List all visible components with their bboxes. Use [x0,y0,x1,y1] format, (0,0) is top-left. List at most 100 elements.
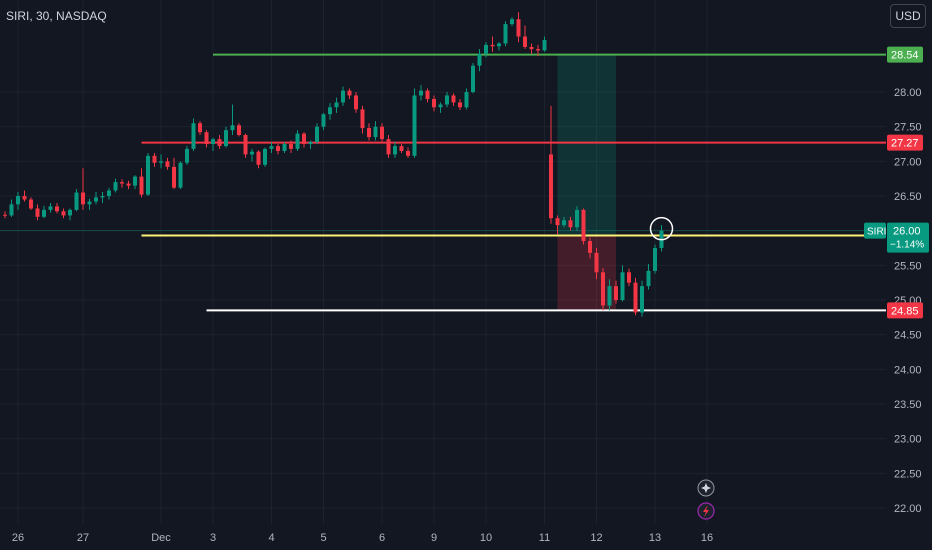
candle-body [607,286,612,306]
candle-body [640,286,644,313]
time-axis[interactable]: 26 27 Dec 3 4 5 6 9 10 11 12 13 16 [12,532,713,544]
symbol-title: SIRI, 30, NASDAQ [6,9,107,23]
price-tick-label: 27.00 [894,156,922,168]
candle-body [269,146,274,149]
candle-body [302,133,306,145]
last-price-text: 26.00 [893,226,921,238]
candle-body [627,272,631,283]
candle-body [87,201,92,205]
candle-body [185,148,189,163]
candle-body [204,132,209,145]
profit-zone[interactable] [557,54,617,236]
horizontal-lines[interactable] [0,53,886,312]
candle-body [484,44,488,54]
candle-body [523,36,527,47]
candle-body [399,146,404,151]
candle-body [477,53,482,66]
last-price-badge: 26.00 −1.14% [887,222,929,253]
candle-body [393,146,397,155]
candle-body [133,176,137,186]
candle-body [100,196,105,198]
candle-body [555,218,560,226]
price-tick-label: 23.50 [894,399,922,411]
candle-body [198,123,202,133]
price-label-badge: 28.54 [887,46,923,63]
candle-body [139,176,144,195]
price-tick-label: 23.00 [894,434,922,446]
time-tick-label: 6 [379,532,385,544]
candle-body [94,197,98,202]
candle-body [549,154,553,219]
candle-body [510,19,514,25]
plus-circle-icon[interactable] [697,479,715,497]
price-label-text: 24.85 [891,305,919,317]
price-tick-label: 22.50 [894,468,922,480]
candle-body [653,248,657,271]
candle-body [445,95,449,105]
candle-body [165,161,170,167]
candle-body [503,24,508,44]
candle-body [367,128,371,138]
candle-body [146,155,150,195]
candle-body [360,109,365,129]
candle-body [432,98,436,108]
candle-body [107,190,111,197]
candle-body [256,151,261,165]
position-tool[interactable] [557,54,617,311]
markers[interactable] [649,216,715,520]
candle-body [601,272,605,306]
candle-body [406,150,410,156]
candle-body [308,141,313,145]
candles[interactable] [3,12,664,317]
candle-body [3,214,7,216]
candle-body [16,196,20,205]
candle-body [243,135,248,155]
time-tick-label: 26 [12,532,24,544]
price-tick-label: 26.50 [894,191,922,203]
candle-body [250,151,254,155]
candle-body [120,182,124,184]
candle-body [237,125,241,136]
candle-body [113,182,118,191]
candle-body [74,192,79,210]
candle-body [276,146,280,151]
price-tick-label: 22.00 [894,503,922,515]
candle-body [263,148,267,165]
symbol-badge-text: SIRI [867,227,886,238]
candle-body [594,252,599,273]
candle-body [230,125,235,131]
candle-body [412,95,417,156]
candle-body [568,220,573,228]
candle-body [81,192,85,205]
time-tick-label: 12 [590,532,602,544]
time-tick-label: 5 [320,532,326,544]
price-tick-label: 27.50 [894,122,922,134]
price-label-text: 28.54 [891,50,919,62]
circle-annotation[interactable] [649,216,674,241]
price-label-badge: 24.85 [887,302,923,319]
candle-body [614,286,618,301]
candle-body [620,272,625,301]
candle-body [172,166,176,188]
loss-zone[interactable] [557,235,617,311]
candle-body [354,95,358,110]
candle-body [588,241,592,253]
lightning-icon[interactable] [697,502,715,520]
candle-body [61,211,66,216]
candle-body [295,133,300,149]
price-labels: 28.54 27.27 24.85 SIRI 26.00 −1.14% [864,46,929,319]
candle-body [211,139,215,145]
candle-body [451,95,456,103]
candle-body [497,43,501,47]
time-tick-label: 11 [539,532,550,544]
candle-body [581,209,586,242]
candle-body [490,44,495,47]
candle-body [289,144,293,149]
candle-body [373,126,378,138]
candle-body [315,126,319,142]
candle-body [380,126,384,140]
currency-button[interactable]: USD [890,4,926,28]
candle-body [386,139,391,155]
symbol-badge: SIRI [864,222,886,239]
